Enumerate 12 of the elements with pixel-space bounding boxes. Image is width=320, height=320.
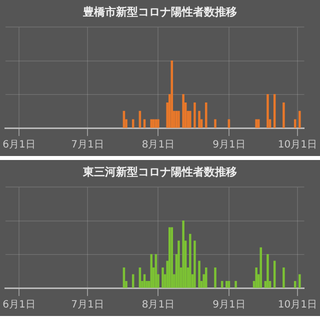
x-tick-label: 7月1日 (71, 300, 104, 311)
x-tick-label: 9月1日 (212, 300, 246, 311)
x-tick-label: 10月1日 (278, 300, 317, 311)
x-tick-label: 8月1日 (142, 300, 175, 311)
x-tick-label: 9月1日 (212, 140, 246, 151)
chart-title: 東三河新型コロナ陽性者数推移 (82, 165, 237, 178)
x-tick-label: 6月1日 (2, 140, 36, 151)
chart-title: 豊橋市新型コロナ陽性者数推移 (82, 5, 237, 18)
x-tick-label: 10月1日 (278, 140, 317, 151)
x-tick-label: 8月1日 (142, 140, 175, 151)
x-tick-label: 6月1日 (2, 300, 36, 311)
x-tick-label: 7月1日 (71, 140, 104, 151)
